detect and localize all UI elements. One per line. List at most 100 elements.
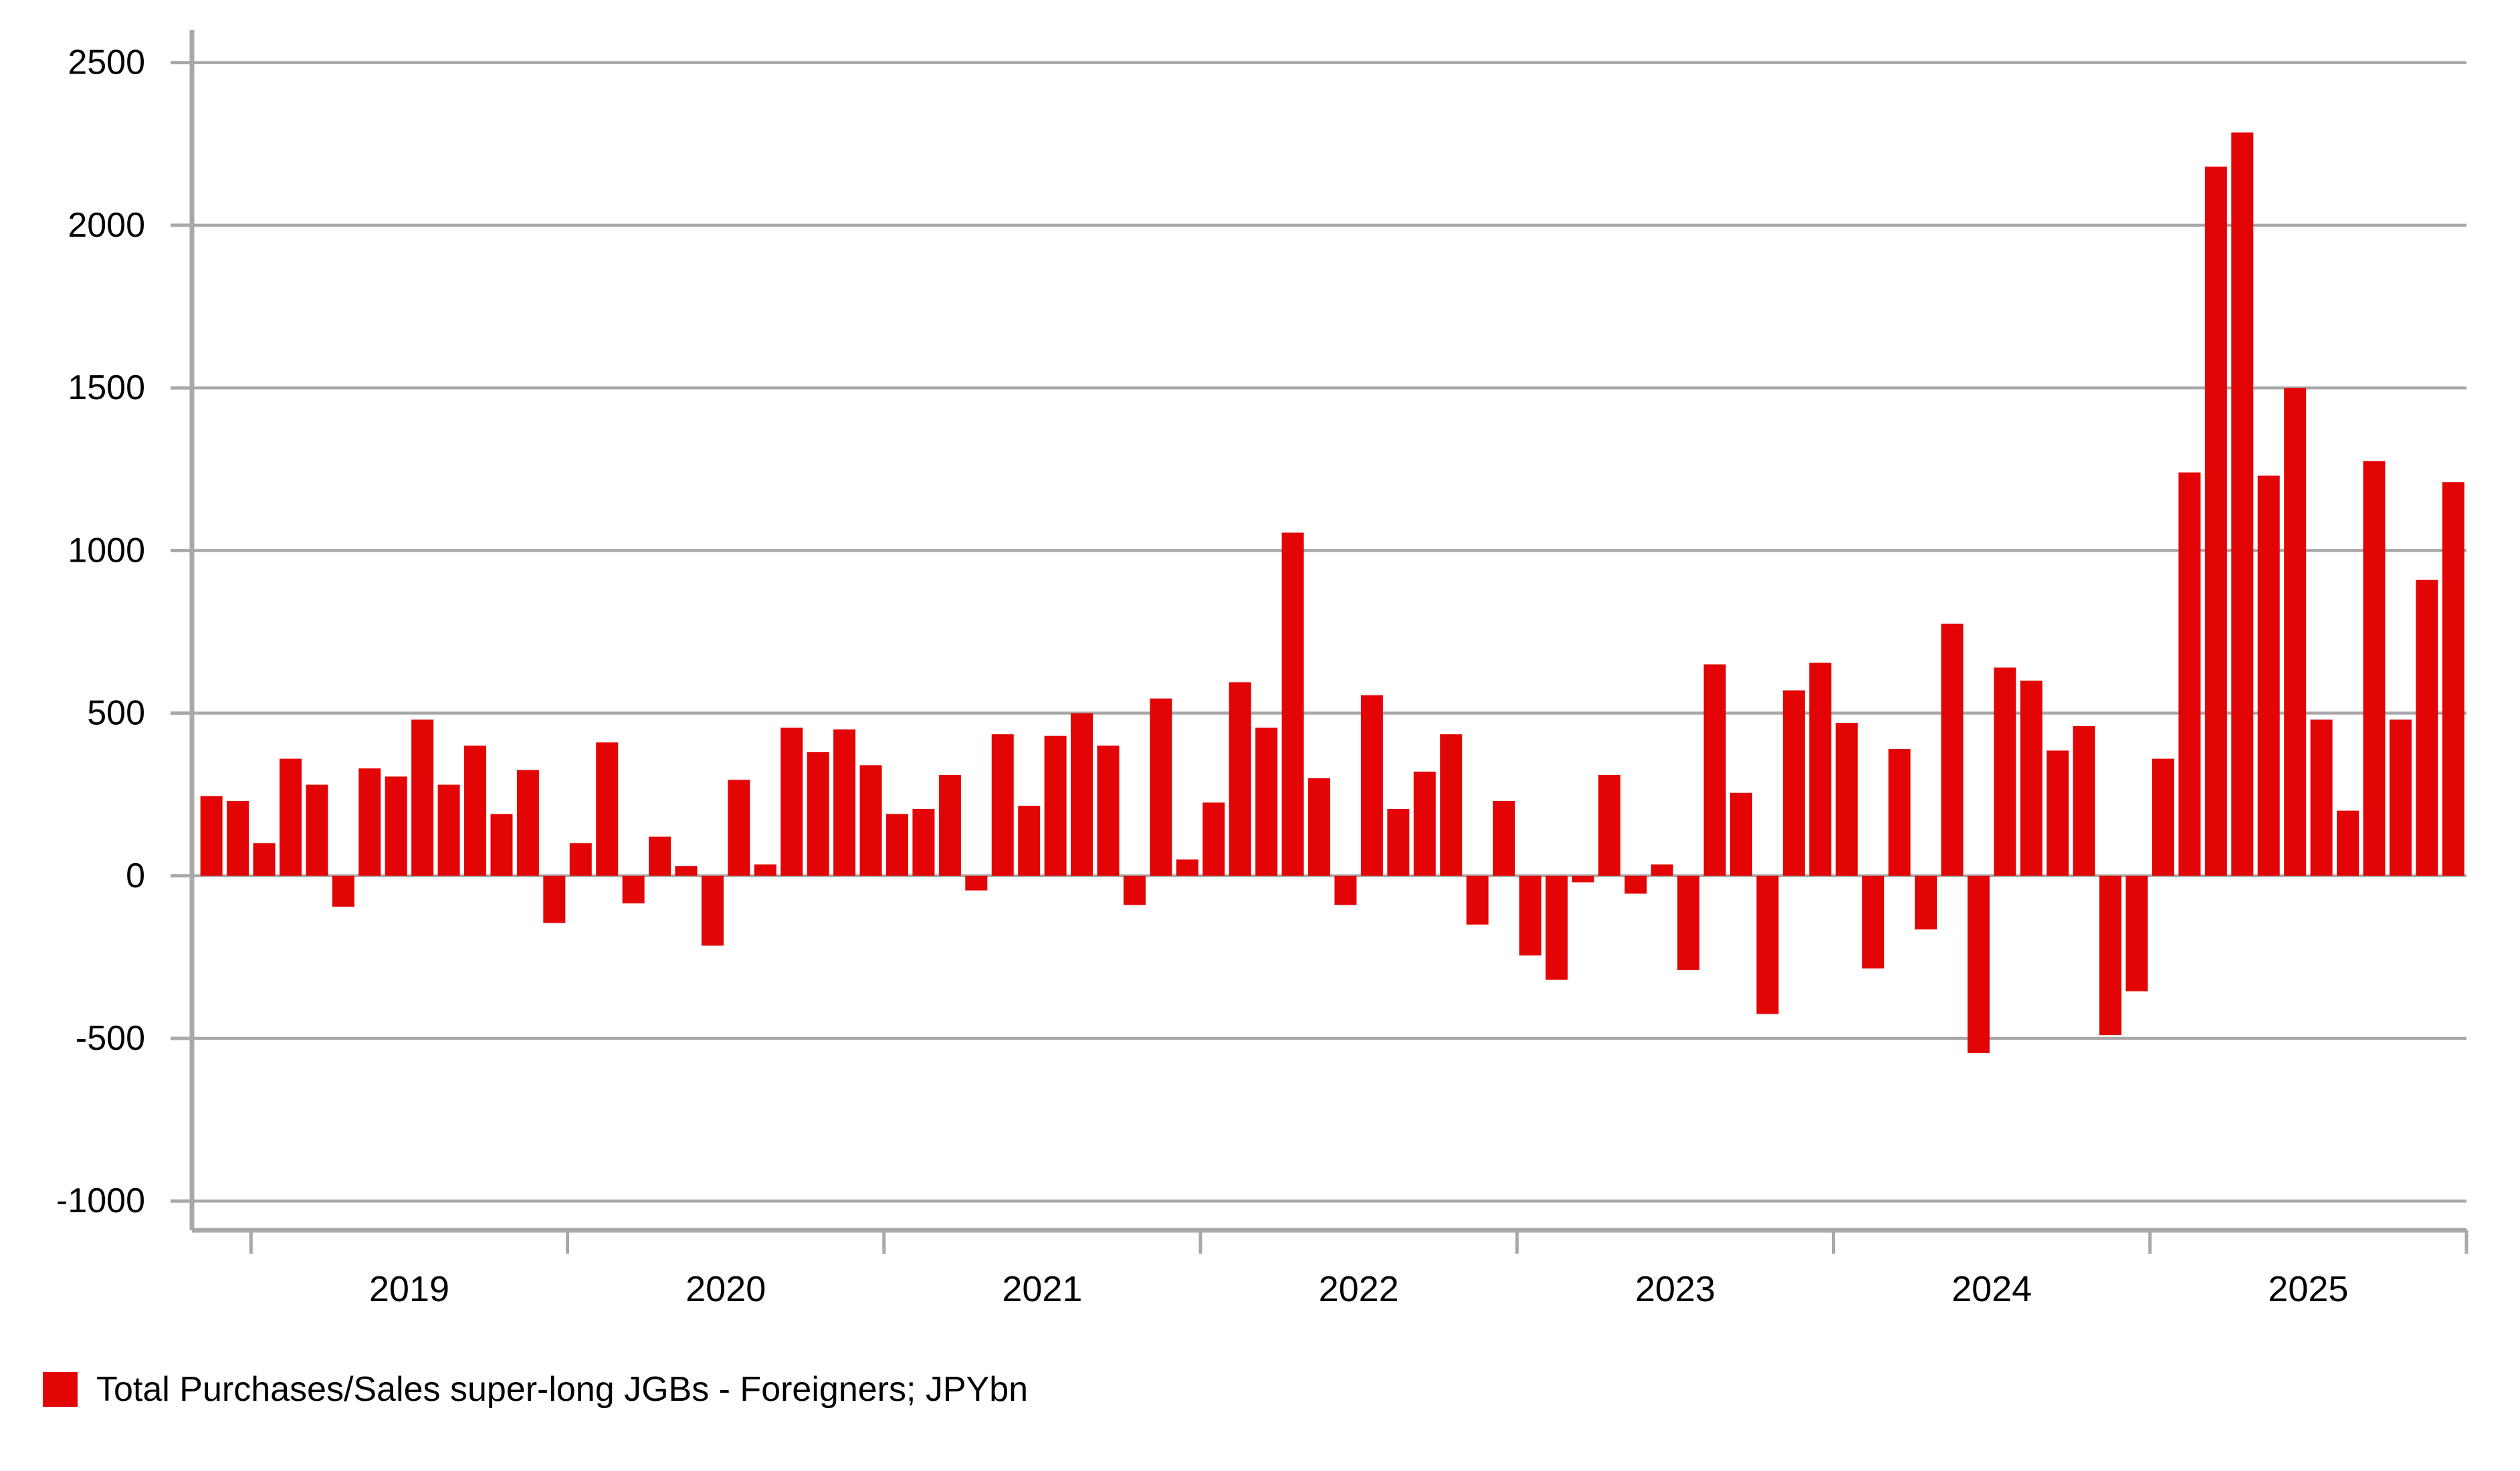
- bar: [2099, 875, 2122, 1036]
- bar: [1281, 532, 1304, 876]
- x-year-label: 2019: [369, 1269, 449, 1309]
- bar: [2231, 132, 2254, 876]
- bar: [1677, 875, 1700, 970]
- bar: [1651, 864, 1673, 876]
- bar: [306, 784, 328, 876]
- bar: [2046, 750, 2069, 876]
- y-tick-label: 2000: [68, 206, 145, 245]
- bar: [1123, 875, 1146, 905]
- bar: [1413, 772, 1436, 876]
- bar: [1756, 875, 1779, 1014]
- bar: [622, 875, 645, 904]
- bar: [1493, 800, 1515, 876]
- bar: [332, 875, 354, 907]
- bar: [253, 843, 276, 876]
- bar: [1994, 667, 2016, 876]
- bar: [2310, 719, 2333, 876]
- bar: [596, 742, 619, 876]
- y-tick-label: 1000: [68, 531, 145, 570]
- bar: [200, 796, 223, 876]
- bar: [912, 809, 935, 876]
- bar: [859, 765, 882, 876]
- bar: [1888, 749, 1911, 876]
- y-tick-label: 500: [87, 694, 145, 733]
- x-year-label: 2021: [1002, 1269, 1082, 1309]
- x-year-label: 2023: [1635, 1269, 1715, 1309]
- y-tick-label: -500: [76, 1019, 145, 1058]
- bar: [1150, 698, 1172, 876]
- bar: [649, 836, 671, 876]
- bar: [1044, 735, 1067, 876]
- bar: [938, 774, 961, 876]
- bar: [2204, 166, 2227, 876]
- bar: [2151, 758, 2174, 876]
- bar: [728, 780, 750, 876]
- bar: [2389, 719, 2412, 876]
- bar: [1229, 682, 1251, 876]
- bar: [1835, 723, 1858, 876]
- x-year-label: 2020: [686, 1269, 766, 1309]
- bar: [464, 746, 487, 876]
- bar: [1545, 875, 1568, 980]
- bar: [385, 776, 407, 876]
- bar: [516, 770, 539, 876]
- bar: [1967, 875, 1990, 1053]
- legend-swatch: [43, 1372, 78, 1407]
- bar: [886, 814, 909, 876]
- bar: [1387, 809, 1410, 876]
- y-tick-label: 2500: [68, 43, 145, 82]
- y-tick-label: -1000: [56, 1181, 145, 1220]
- bar: [1809, 663, 1832, 876]
- bar: [437, 784, 460, 876]
- legend: Total Purchases/Sales super-long JGBs - …: [43, 1369, 1028, 1409]
- bar: [1941, 623, 1964, 876]
- bar: [675, 866, 698, 876]
- x-year-label: 2024: [1952, 1269, 2032, 1309]
- bar: [965, 875, 988, 891]
- bar: [2416, 580, 2438, 876]
- bar: [1624, 875, 1647, 894]
- bar: [1202, 802, 1225, 876]
- bar: [2178, 472, 2201, 876]
- bar: [543, 875, 566, 923]
- bar: [227, 800, 249, 876]
- y-tick-label: 1500: [68, 368, 145, 407]
- bar: [2284, 388, 2307, 876]
- bar: [279, 758, 302, 876]
- bar: [780, 727, 803, 876]
- bar: [833, 729, 856, 876]
- legend-label: Total Purchases/Sales super-long JGBs - …: [96, 1370, 1029, 1409]
- bar: [1862, 875, 1885, 969]
- bar: [569, 843, 592, 876]
- bar: [1176, 859, 1198, 876]
- bar: [2442, 482, 2464, 876]
- bar: [1466, 875, 1489, 925]
- bar: [1782, 690, 1805, 876]
- bar: [2257, 475, 2280, 876]
- bar: [1598, 774, 1620, 876]
- bar: [1572, 875, 1594, 883]
- bar: [1729, 792, 1752, 876]
- bar: [1071, 713, 1093, 876]
- bar: [1097, 746, 1120, 876]
- bar: [1915, 875, 1937, 930]
- bar: [2020, 680, 2042, 876]
- bar: [1519, 875, 1542, 955]
- x-year-label: 2025: [2268, 1269, 2348, 1309]
- bar: [1703, 664, 1726, 876]
- bar: [358, 768, 381, 876]
- bar: [1307, 778, 1330, 876]
- bar: [807, 752, 829, 876]
- bar: [2073, 726, 2095, 876]
- bar: [490, 814, 513, 876]
- bar: [411, 719, 434, 876]
- bar: [1255, 727, 1278, 876]
- bar: [2125, 875, 2148, 992]
- x-year-label: 2022: [1319, 1269, 1399, 1309]
- bar: [991, 734, 1014, 876]
- bar: [2363, 461, 2386, 876]
- bar: [1334, 875, 1357, 905]
- bar: [1440, 734, 1463, 876]
